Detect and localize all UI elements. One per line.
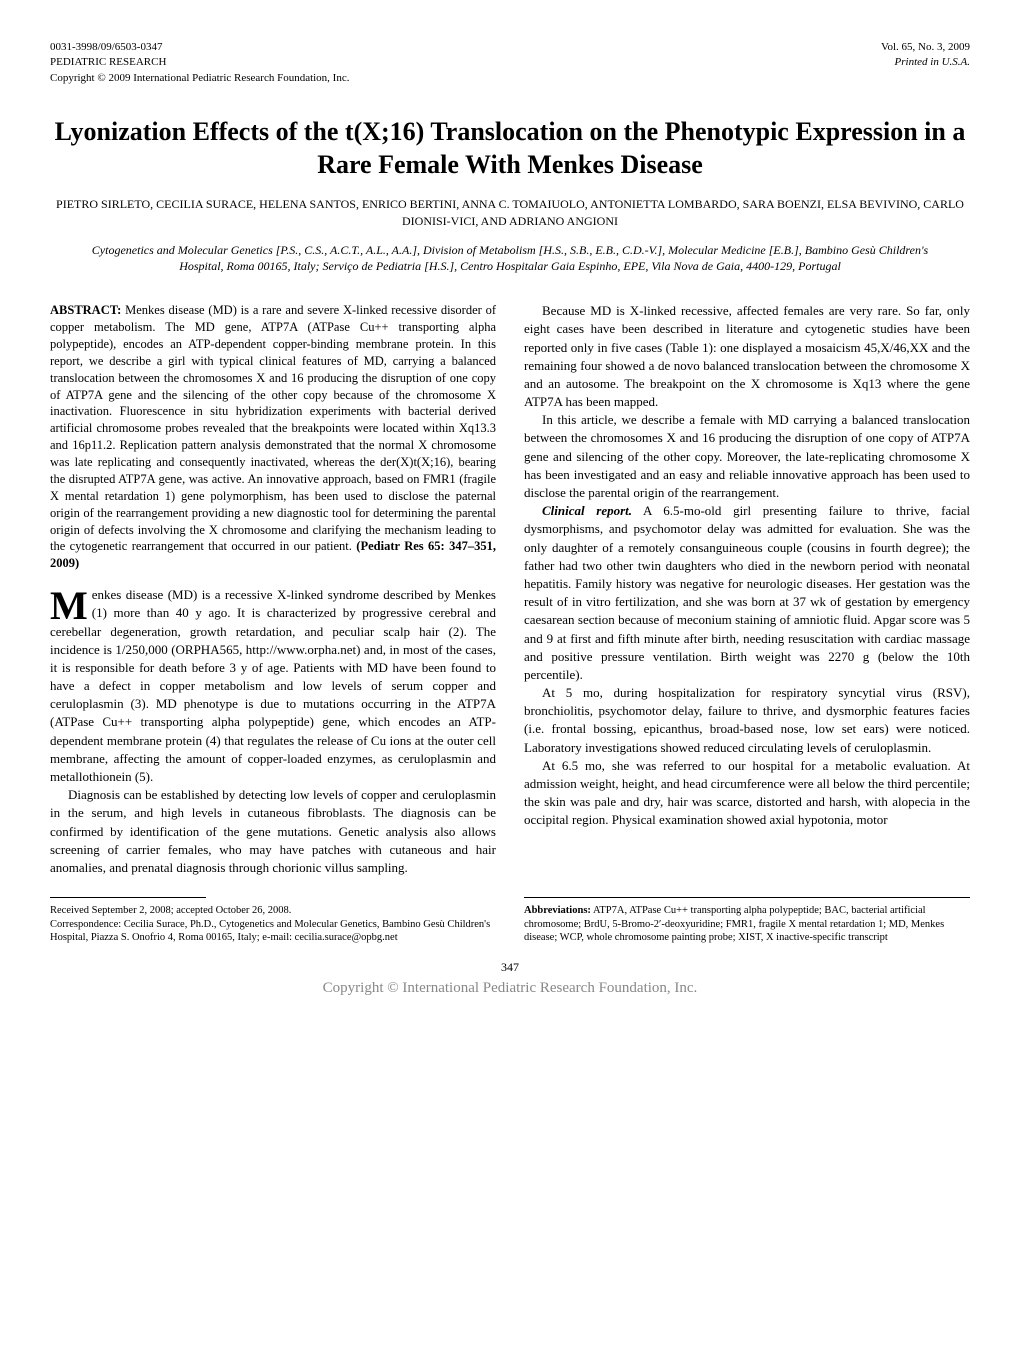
clinical-report-text: A 6.5-mo-old girl presenting failure to … [524, 503, 970, 682]
article-title: Lyonization Effects of the t(X;16) Trans… [50, 116, 970, 181]
bottom-copyright: Copyright © International Pediatric Rese… [50, 978, 970, 999]
issn: 0031-3998/09/6503-0347 [50, 40, 349, 55]
right-p4: At 5 mo, during hospitalization for resp… [524, 684, 970, 757]
footer-block: Received September 2, 2008; accepted Oct… [50, 897, 970, 945]
footer-rule-left [50, 897, 206, 898]
dropcap-m: M [50, 586, 92, 622]
abstract-text: Menkes disease (MD) is a rare and severe… [50, 303, 496, 553]
abstract-label: ABSTRACT: [50, 303, 121, 317]
clinical-report-label: Clinical report. [542, 503, 632, 518]
left-column: ABSTRACT: Menkes disease (MD) is a rare … [50, 302, 496, 877]
affiliations: Cytogenetics and Molecular Genetics [P.S… [50, 242, 970, 274]
abstract-block: ABSTRACT: Menkes disease (MD) is a rare … [50, 302, 496, 572]
intro-p1: Menkes disease (MD) is a recessive X-lin… [50, 586, 496, 786]
clinical-report-p: Clinical report. A 6.5-mo-old girl prese… [524, 502, 970, 684]
page-number: 347 [50, 959, 970, 976]
abbrev-label: Abbreviations: [524, 905, 591, 916]
footer-rule-right [524, 897, 970, 898]
correspondence: Correspondence: Cecilia Surace, Ph.D., C… [50, 918, 496, 945]
volume-issue: Vol. 65, No. 3, 2009 [881, 40, 970, 55]
header-copyright: Copyright © 2009 International Pediatric… [50, 71, 349, 86]
right-p1: Because MD is X-linked recessive, affect… [524, 302, 970, 411]
right-column: Because MD is X-linked recessive, affect… [524, 302, 970, 877]
printed-in: Printed in U.S.A. [881, 55, 970, 70]
right-p2: In this article, we describe a female wi… [524, 411, 970, 502]
received-date: Received September 2, 2008; accepted Oct… [50, 904, 496, 918]
footer-right: Abbreviations: ATP7A, ATPase Cu++ transp… [524, 897, 970, 945]
abbreviations: Abbreviations: ATP7A, ATPase Cu++ transp… [524, 904, 970, 945]
article-body-columns: ABSTRACT: Menkes disease (MD) is a rare … [50, 302, 970, 877]
intro-p1-text: enkes disease (MD) is a recessive X-link… [50, 587, 496, 784]
header-right: Vol. 65, No. 3, 2009 Printed in U.S.A. [881, 40, 970, 86]
journal-name: PEDIATRIC RESEARCH [50, 55, 349, 70]
author-list: PIETRO SIRLETO, CECILIA SURACE, HELENA S… [50, 196, 970, 230]
right-p5: At 6.5 mo, she was referred to our hospi… [524, 757, 970, 830]
footer-left: Received September 2, 2008; accepted Oct… [50, 897, 496, 945]
header-left: 0031-3998/09/6503-0347 PEDIATRIC RESEARC… [50, 40, 349, 86]
journal-header: 0031-3998/09/6503-0347 PEDIATRIC RESEARC… [50, 40, 970, 86]
intro-p2: Diagnosis can be established by detectin… [50, 786, 496, 877]
